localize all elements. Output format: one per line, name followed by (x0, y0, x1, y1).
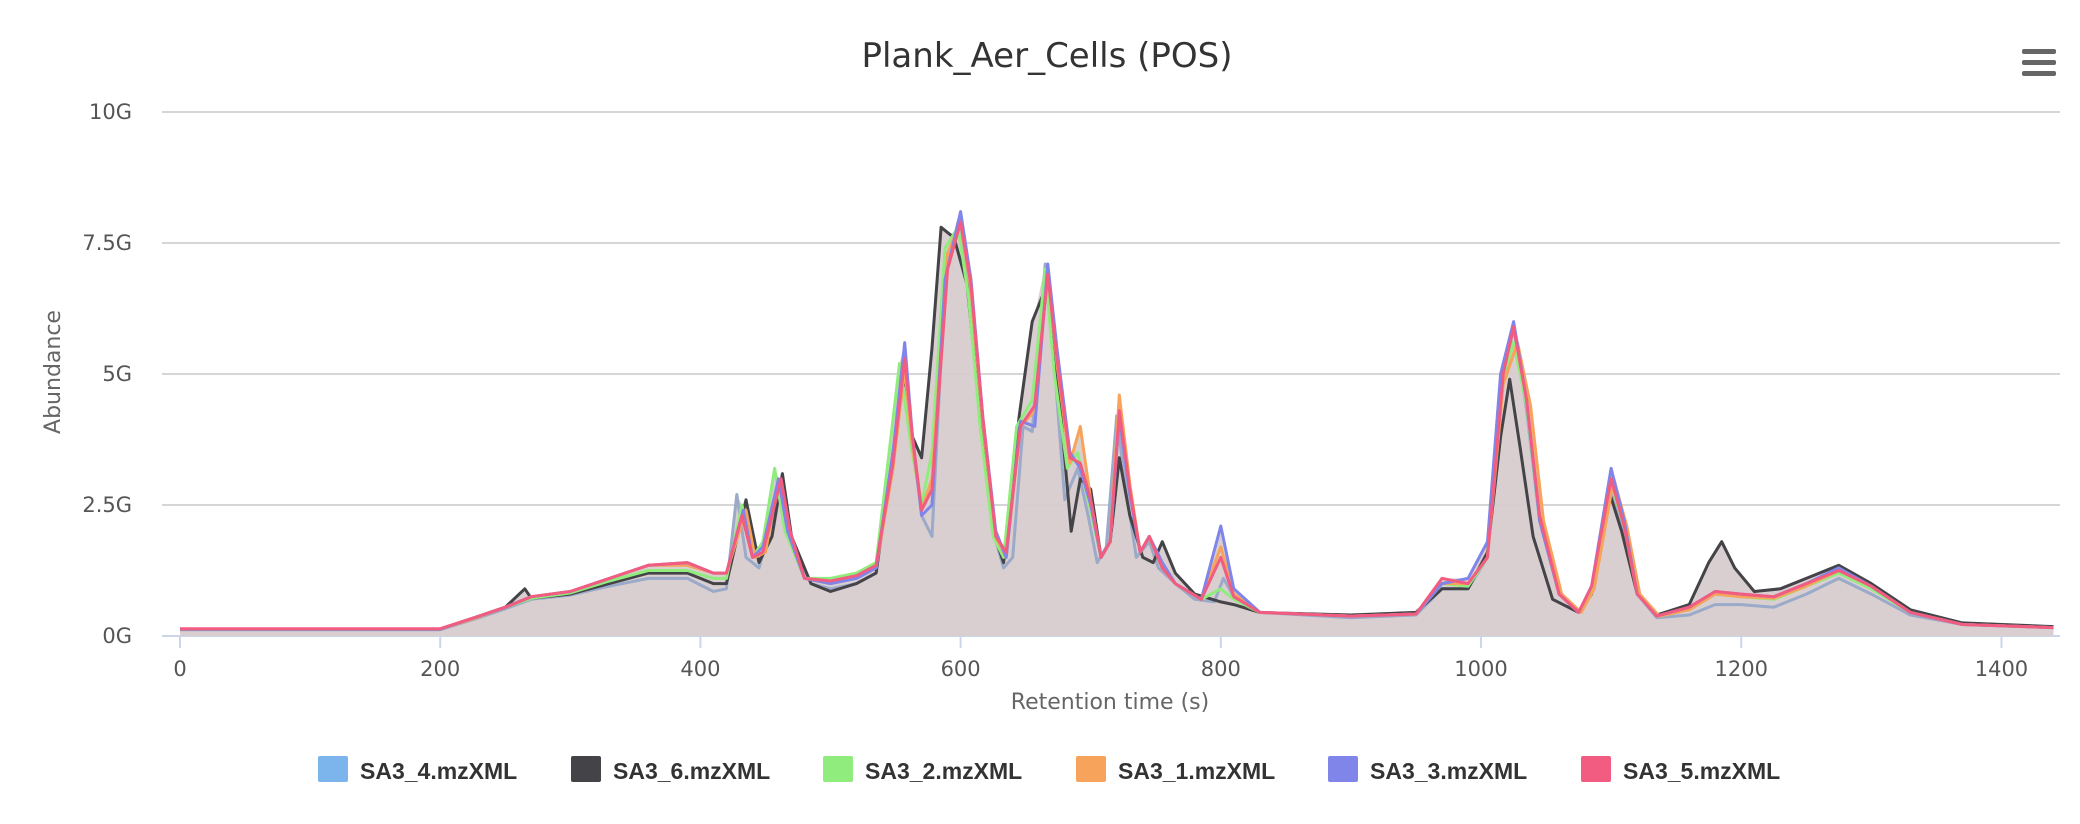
legend-item-sa3-6-mzxml[interactable]: SA3_6.mzXML (571, 756, 770, 784)
x-tick-label: 400 (680, 657, 720, 681)
y-tick-label: 0G (102, 624, 132, 648)
legend-swatch (571, 756, 601, 782)
hamburger-menu-icon (2022, 49, 2056, 76)
y-tick-label: 2.5G (82, 493, 132, 517)
x-tick-label: 0 (173, 657, 186, 681)
legend-label: SA3_6.mzXML (613, 758, 770, 784)
y-axis-ticks: 0G 2.5G 5G 7.5G 10G (82, 100, 132, 648)
x-axis: 0 200 400 600 800 1000 1200 1400 (162, 635, 2060, 681)
y-tick-label: 5G (102, 362, 132, 386)
series-line-sa3-5-mzxml[interactable] (180, 220, 2054, 631)
legend-item-sa3-3-mzxml[interactable]: SA3_3.mzXML (1328, 756, 1527, 784)
x-tick-label: 1200 (1715, 657, 1768, 681)
legend-swatch (1581, 756, 1611, 782)
legend-label: SA3_4.mzXML (360, 758, 517, 784)
legend-item-sa3-2-mzxml[interactable]: SA3_2.mzXML (823, 756, 1022, 784)
y-tick-label: 10G (89, 100, 132, 124)
legend: SA3_4.mzXML SA3_6.mzXML SA3_2.mzXML SA3_1.m… (318, 756, 1780, 784)
legend-label: SA3_2.mzXML (865, 758, 1022, 784)
x-axis-title: Retention time (s) (1011, 690, 1209, 715)
x-tick-label: 1400 (1975, 657, 2028, 681)
legend-label: SA3_1.mzXML (1118, 758, 1275, 784)
legend-item-sa3-5-mzxml[interactable]: SA3_5.mzXML (1581, 756, 1780, 784)
legend-item-sa3-1-mzxml[interactable]: SA3_1.mzXML (1076, 756, 1275, 784)
legend-label: SA3_3.mzXML (1370, 758, 1527, 784)
y-tick-label: 7.5G (82, 231, 132, 255)
series-lines (180, 210, 2054, 632)
legend-item-sa3-4-mzxml[interactable]: SA3_4.mzXML (318, 756, 517, 784)
legend-swatch (1076, 756, 1106, 782)
legend-swatch (1328, 756, 1358, 782)
grid-lines (162, 111, 2060, 506)
x-tick-label: 200 (420, 657, 460, 681)
legend-swatch (318, 756, 348, 782)
x-tick-label: 800 (1201, 657, 1241, 681)
chart-title: Plank_Aer_Cells (POS) (861, 36, 1232, 76)
legend-label: SA3_5.mzXML (1623, 758, 1780, 784)
legend-swatch (823, 756, 853, 782)
y-axis-title: Abundance (41, 310, 66, 434)
chart-menu-button[interactable] (2022, 47, 2058, 79)
x-tick-label: 600 (941, 657, 981, 681)
x-tick-label: 1000 (1454, 657, 1507, 681)
